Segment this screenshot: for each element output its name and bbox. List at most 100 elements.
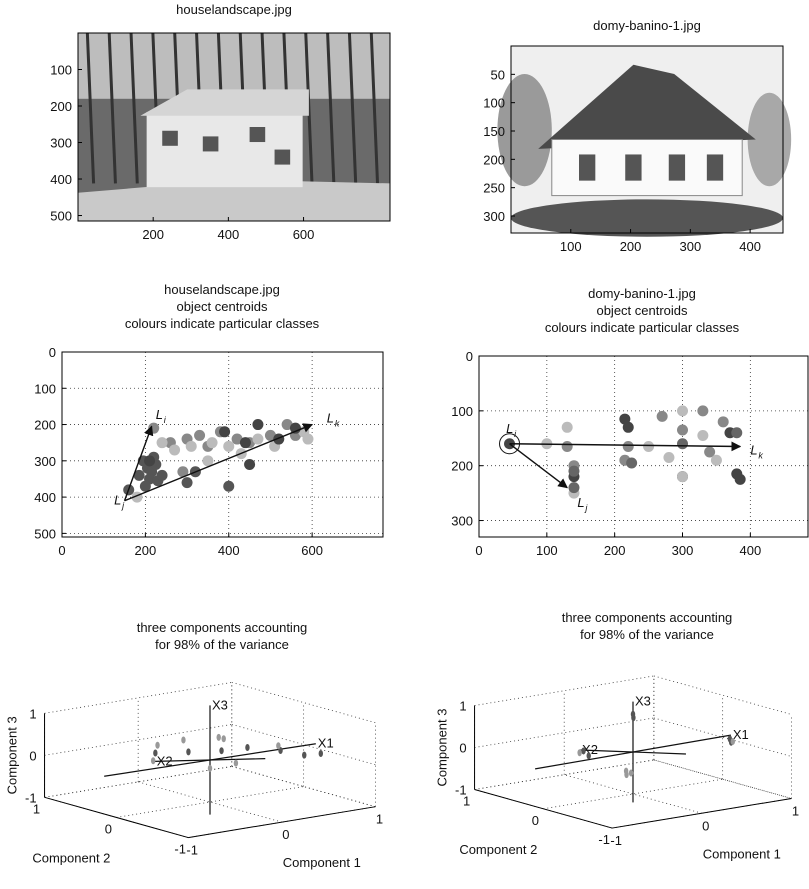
x-axis-label: Component 1 (283, 855, 361, 870)
window (250, 127, 266, 142)
point (234, 760, 238, 767)
y-tick-label: 100 (50, 63, 72, 78)
point (711, 455, 722, 466)
x-tick-label: 1 (376, 812, 383, 827)
x-tick-label: -1 (610, 833, 622, 848)
window (707, 154, 723, 180)
point (245, 744, 249, 751)
z-tick-label: 0 (459, 741, 466, 756)
x-tick-label: 600 (301, 543, 323, 558)
y-tick-label: 500 (50, 209, 72, 224)
chart-title: for 98% of the variance (155, 637, 289, 652)
point (629, 769, 633, 776)
point (581, 747, 585, 754)
x-tick-label: 100 (560, 239, 582, 254)
point (587, 752, 591, 759)
z-tick-label: -1 (25, 790, 37, 805)
point (222, 735, 226, 742)
point (244, 459, 255, 470)
z-tick-label: 1 (459, 699, 466, 714)
point (677, 405, 688, 416)
z-axis-label: Component 3 (5, 716, 20, 794)
chart-title: object centroids (596, 303, 688, 318)
point (157, 437, 168, 448)
component-axis-label: X1 (733, 727, 749, 742)
chart-title: object centroids (176, 299, 268, 314)
z-tick-label: 1 (29, 706, 36, 721)
point (731, 738, 735, 745)
point (169, 444, 180, 455)
point (624, 771, 628, 778)
chart-title: three components accounting (137, 620, 308, 635)
hedge (511, 199, 783, 236)
point (663, 452, 674, 463)
chart-title: domy-banino-1.jpg (588, 286, 696, 301)
point (217, 734, 221, 741)
x-tick-label: 400 (218, 227, 240, 242)
x-tick-label: 0 (702, 818, 709, 833)
point (194, 430, 205, 441)
point (677, 438, 688, 449)
x-tick-label: 0 (475, 543, 482, 558)
chart-title: colours indicate particular classes (545, 320, 740, 335)
annotation-sub: k (758, 451, 763, 461)
point (155, 742, 159, 749)
component-axis-label: X3 (212, 697, 228, 712)
point (643, 441, 654, 452)
chart-title: houselandscape.jpg (164, 282, 280, 297)
x-tick-label: 400 (739, 239, 761, 254)
x-tick-label: 200 (142, 227, 164, 242)
point (657, 411, 668, 422)
annotation: L (506, 421, 513, 436)
y-tick-label: 100 (451, 404, 473, 419)
component-axis-label: X2 (157, 753, 173, 768)
y-tick-label: 100 (34, 381, 56, 396)
point (219, 426, 230, 437)
x-tick-label: -1 (186, 843, 198, 858)
x-tick-label: 200 (620, 239, 642, 254)
point (182, 477, 193, 488)
point (240, 437, 251, 448)
point (144, 455, 155, 466)
point (302, 752, 306, 759)
point (568, 482, 579, 493)
y-tick-label: -1 (174, 842, 186, 857)
y-tick-label: 400 (34, 490, 56, 505)
chart-title: for 98% of the variance (580, 627, 714, 642)
annotation: L (114, 492, 121, 507)
x-tick-label: 300 (672, 543, 694, 558)
point (153, 750, 157, 757)
y-tick-label: 200 (50, 99, 72, 114)
point (186, 748, 190, 755)
y-tick-label: 0 (532, 813, 539, 828)
x-tick-label: 0 (58, 543, 65, 558)
chart-title: three components accounting (562, 610, 733, 625)
y-tick-label: 50 (491, 67, 505, 82)
y-tick-label: 0 (466, 349, 473, 364)
photo (78, 33, 390, 221)
point (731, 427, 742, 438)
point (302, 434, 313, 445)
chart-title: colours indicate particular classes (125, 316, 320, 331)
annotation: L (327, 411, 334, 426)
point (562, 441, 573, 452)
x-axis-label: Component 1 (703, 846, 781, 861)
component-axis-label: X3 (635, 694, 651, 709)
y-tick-label: 300 (34, 454, 56, 469)
point (568, 466, 579, 477)
point (223, 481, 234, 492)
point (219, 747, 223, 754)
y-tick-label: 200 (483, 152, 505, 167)
point (735, 474, 746, 485)
point (626, 457, 637, 468)
chart-title: houselandscape.jpg (176, 2, 292, 17)
point (223, 441, 234, 452)
point (577, 749, 581, 756)
point (208, 765, 212, 772)
y-axis-label: Component 2 (32, 850, 110, 865)
x-tick-label: 0 (282, 827, 289, 842)
y-tick-label: 200 (451, 459, 473, 474)
y-tick-label: 200 (34, 418, 56, 433)
component-axis-label: X1 (318, 736, 334, 751)
x-tick-label: 200 (604, 543, 626, 558)
